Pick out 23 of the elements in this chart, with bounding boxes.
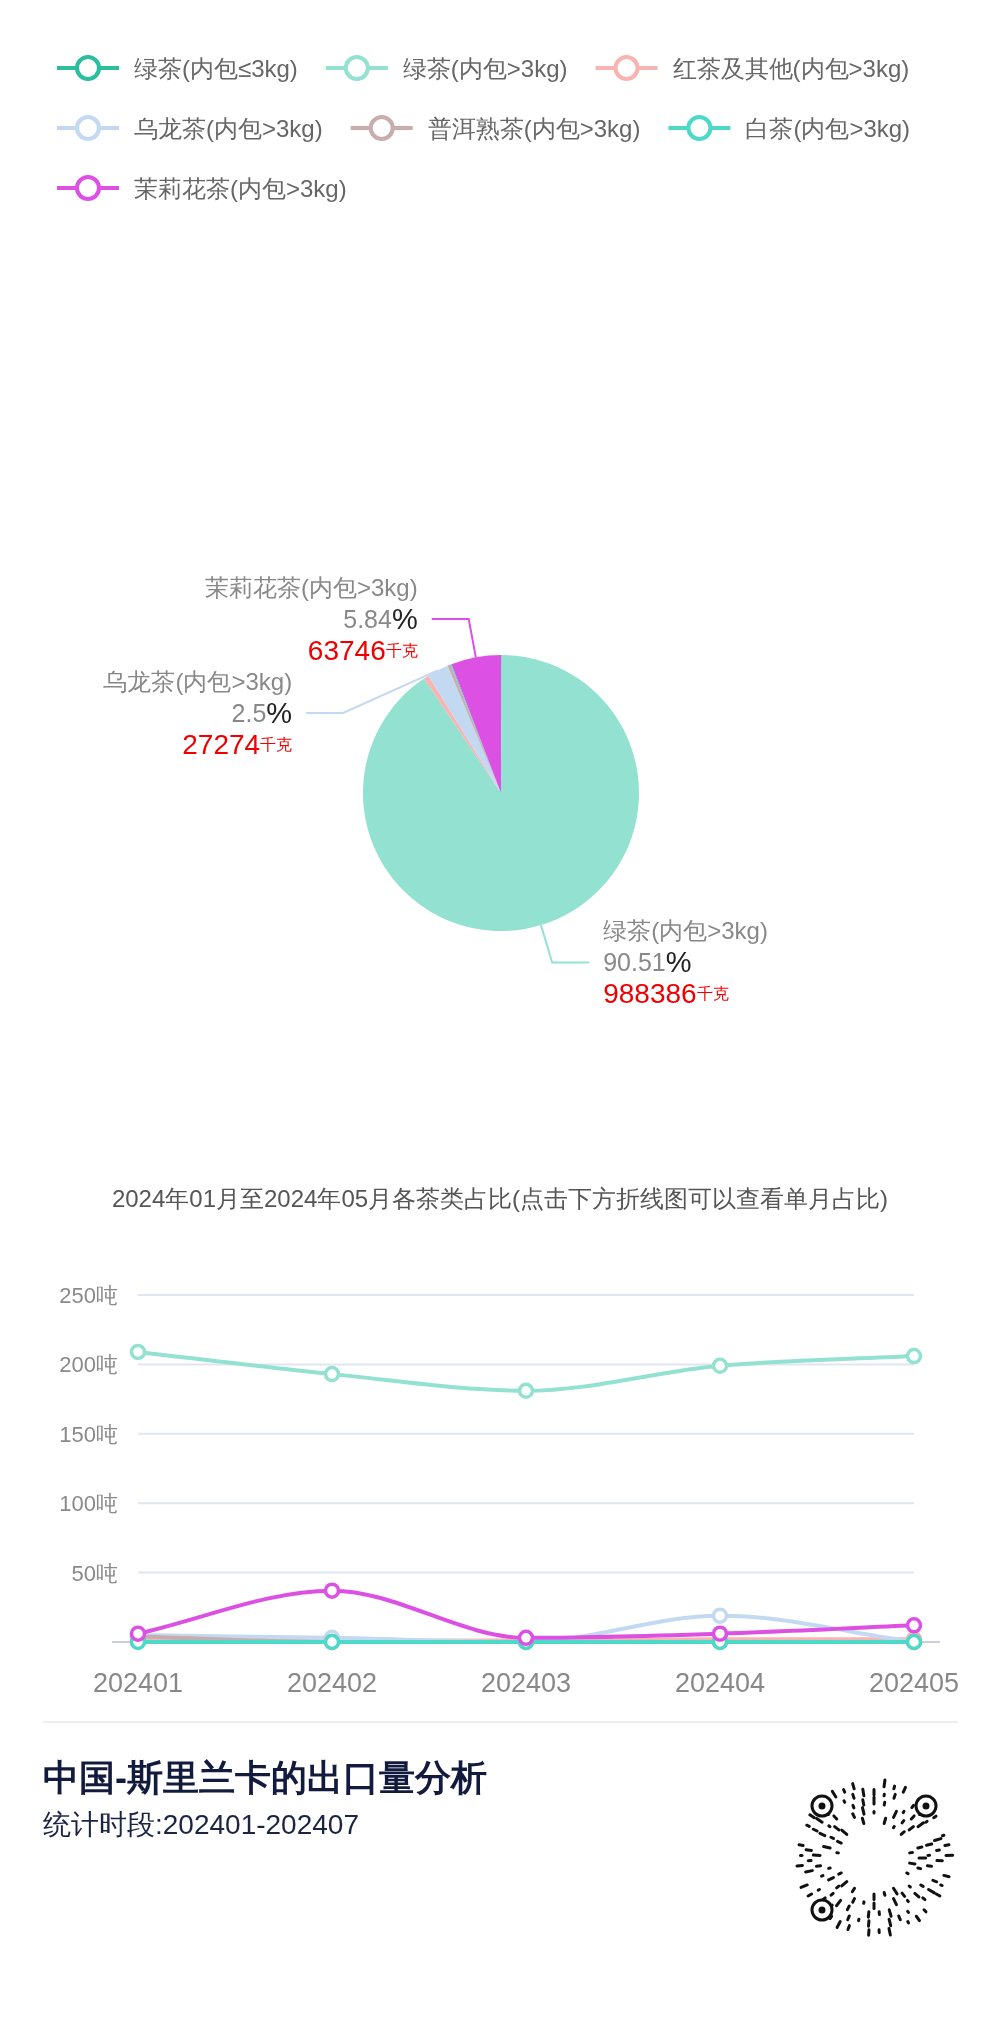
x-tick-label: 202402	[286, 1668, 378, 1698]
y-tick-label: 150吨	[59, 1421, 118, 1447]
slice-label: 茉莉花茶(内包>3kg)	[205, 573, 418, 601]
legend-label: 绿茶(内包>3kg)	[402, 54, 568, 82]
legend-label: 茉莉花茶(内包>3kg)	[134, 174, 347, 202]
x-tick-label: 202405	[868, 1668, 960, 1698]
slice-label: 乌龙茶(内包>3kg)	[103, 667, 293, 695]
y-tick-label: 100吨	[59, 1490, 118, 1516]
text: 2024年01月至2024年05月各茶类占比(点击下方折线图可以查看单月占比)	[111, 1184, 889, 1212]
x-tick-label: 202404	[674, 1668, 766, 1698]
legend-label: 绿茶(内包≤3kg)	[134, 54, 298, 82]
y-tick-label: 200吨	[59, 1351, 118, 1377]
legend-label: 白茶(内包>3kg)	[745, 114, 911, 142]
legend-label: 普洱熟茶(内包>3kg)	[427, 114, 641, 142]
text: 中国-斯里兰卡的出口量分析	[43, 1756, 487, 1798]
legend-label: 红茶及其他(内包>3kg)	[672, 54, 910, 82]
y-tick-label: 250吨	[59, 1282, 118, 1308]
y-tick-label: 50吨	[71, 1560, 118, 1586]
x-tick-label: 202403	[480, 1668, 572, 1698]
x-tick-label: 202401	[92, 1668, 184, 1698]
legend-label: 乌龙茶(内包>3kg)	[134, 114, 323, 142]
text: 统计时段:202401-202407	[43, 1808, 359, 1840]
slice-label: 绿茶(内包>3kg)	[603, 916, 768, 944]
